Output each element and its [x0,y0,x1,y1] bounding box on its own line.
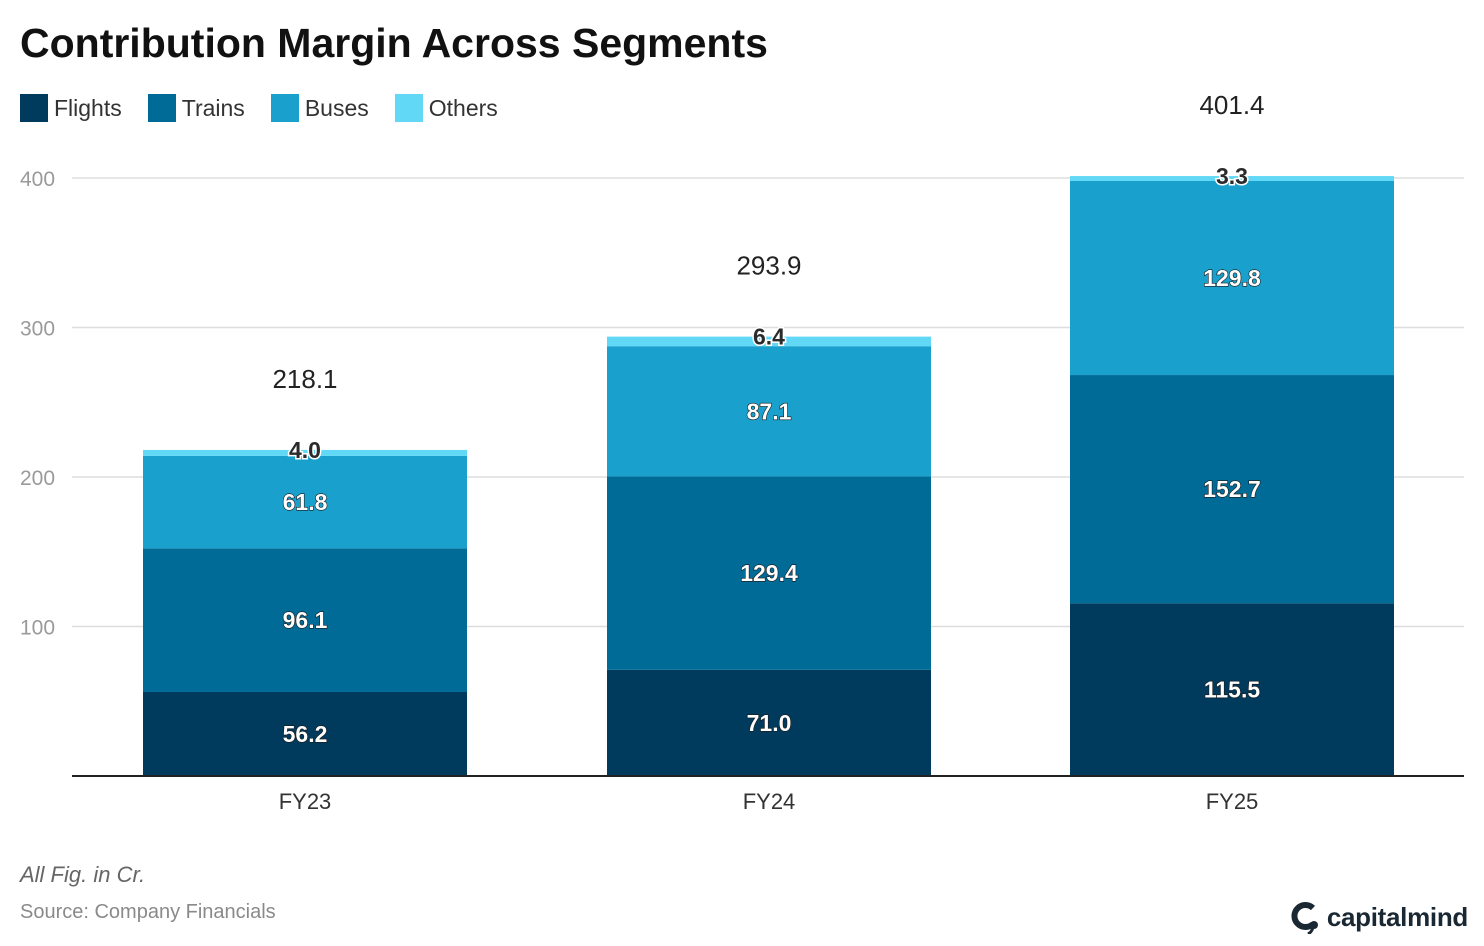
bar-value-label: 3.3 [1216,163,1248,189]
legend-label-flights: Flights [54,94,122,121]
bar-segment [143,455,467,549]
legend-swatch-buses [270,94,299,122]
x-tick-label: FY24 [743,789,796,814]
bar-segment [143,691,467,776]
brand-logo: capitalmind [1291,900,1468,934]
bar-segment [1070,180,1394,376]
bar-segment [1070,176,1394,181]
bar-total-label: 218.1 [272,364,337,394]
legend-label-buses: Buses [304,94,369,121]
bar-segment [607,669,931,776]
bar-segment [607,476,931,670]
bar-value-label: 96.1 [283,607,328,633]
chart-legend: Flights Trains Buses Others [20,92,524,124]
chart-title: Contribution Margin Across Segments [20,20,768,66]
legend-item-others: Others [394,94,498,122]
bar-value-label: 4.0 [289,437,321,463]
bar-total-label: 401.4 [1199,90,1264,120]
bar-value-label: 6.4 [753,324,785,350]
bar-value-label: 152.7 [1203,476,1261,502]
legend-swatch-others [394,94,423,122]
bar-segment [143,449,467,456]
bar-value-label: 87.1 [747,398,792,424]
x-tick-label: FY25 [1206,789,1259,814]
bar-segment [1070,375,1394,604]
bar-segment [607,336,931,347]
y-tick-label: 100 [20,617,55,640]
y-tick-label: 200 [20,467,55,490]
legend-item-buses: Buses [270,94,369,122]
legend-item-trains: Trains [147,94,245,122]
bar-segment [1070,603,1394,776]
bar-value-label: 129.4 [740,560,798,586]
legend-swatch-flights [20,94,48,122]
legend-swatch-trains [147,94,176,122]
y-tick-label: 300 [20,318,55,341]
bar-total-label: 293.9 [736,251,801,281]
bar-value-label: 56.2 [283,721,328,747]
source-note: Source: Company Financials [20,901,276,923]
capitalmind-logo-icon [1291,902,1318,934]
bar-segment [607,346,931,477]
bar-segment [143,548,467,692]
legend-label-trains: Trains [181,94,245,121]
bar-value-label: 115.5 [1204,677,1260,703]
legend-label-others: Others [428,94,498,121]
legend-item-flights: Flights [20,94,122,122]
bar-value-label: 129.8 [1203,265,1261,291]
y-tick-label: 400 [20,168,55,191]
x-tick-label: FY23 [279,789,332,814]
brand-name: capitalmind [1326,901,1468,932]
bar-value-label: 61.8 [283,489,328,515]
bar-value-label: 71.0 [747,710,792,736]
footnote: All Fig. in Cr. [20,862,146,887]
